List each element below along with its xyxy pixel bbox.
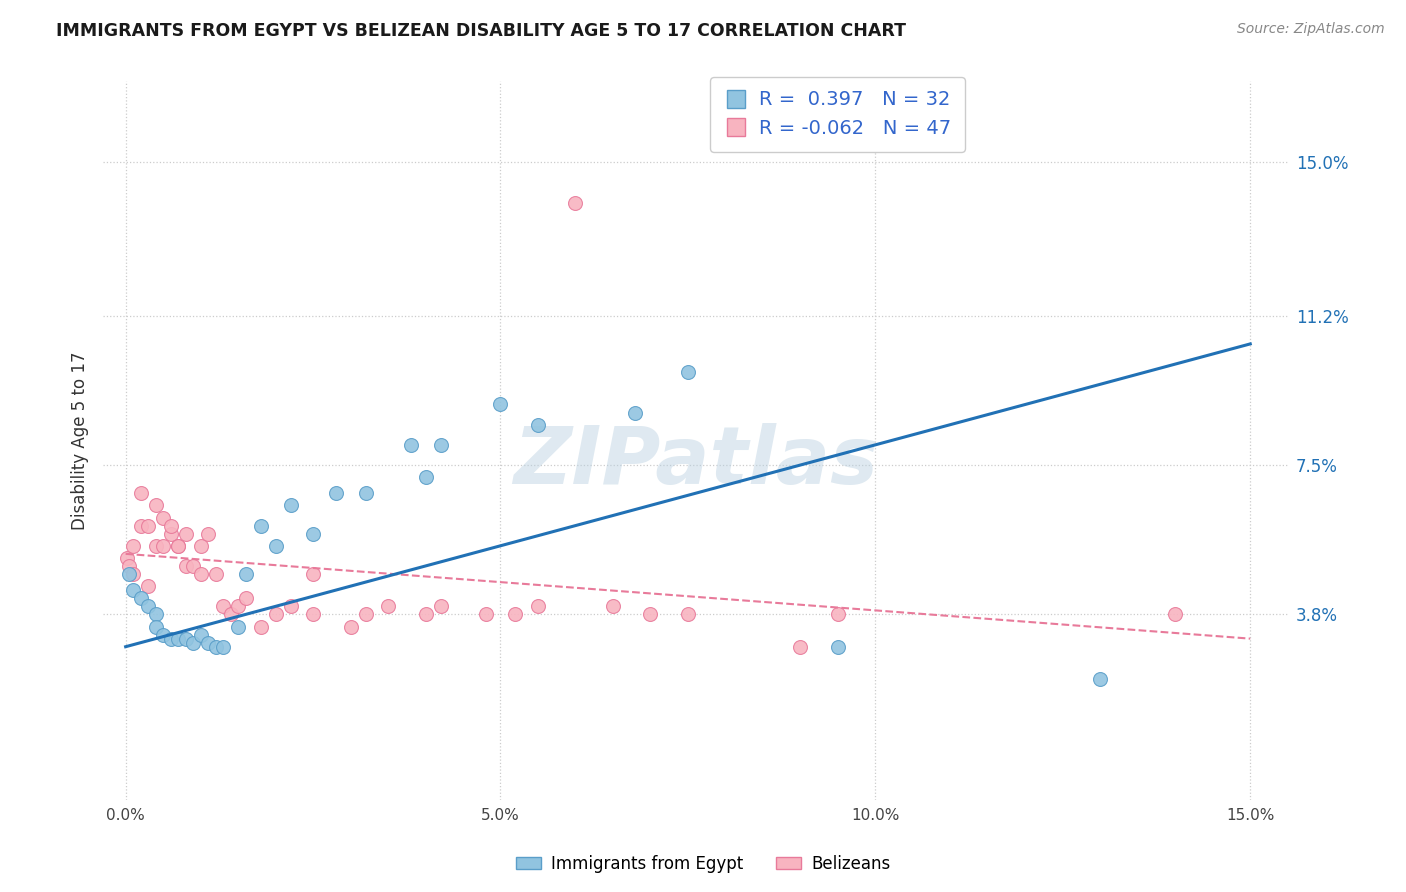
Point (122, 567, 145, 582)
Point (489, 397, 512, 411)
Point (122, 539, 145, 553)
Text: ZIPatlas: ZIPatlas (513, 424, 877, 501)
Point (122, 583, 145, 598)
Point (167, 539, 190, 553)
Point (159, 632, 181, 646)
Point (212, 640, 235, 654)
Point (159, 518, 181, 533)
Point (676, 607, 699, 622)
Point (264, 607, 287, 622)
Point (789, 640, 811, 654)
Point (235, 567, 257, 582)
Point (1164, 607, 1187, 622)
Point (197, 635, 219, 649)
Point (302, 526, 325, 541)
Point (302, 567, 325, 582)
Point (118, 567, 141, 582)
Point (181, 635, 204, 649)
Point (145, 539, 167, 553)
Point (354, 607, 377, 622)
Point (377, 599, 399, 614)
Point (190, 627, 212, 641)
Y-axis label: Disability Age 5 to 17: Disability Age 5 to 17 (72, 351, 89, 530)
Point (115, 550, 138, 565)
Point (181, 558, 204, 573)
Point (280, 499, 302, 513)
Point (527, 417, 550, 432)
Point (152, 539, 174, 553)
Point (827, 640, 849, 654)
Point (212, 599, 235, 614)
Legend: R =  0.397   N = 32, R = -0.062   N = 47: R = 0.397 N = 32, R = -0.062 N = 47 (710, 77, 965, 152)
Point (249, 518, 271, 533)
Point (415, 470, 437, 484)
Point (226, 619, 249, 633)
Point (174, 526, 197, 541)
Point (197, 526, 219, 541)
Point (676, 365, 699, 379)
Point (226, 599, 249, 614)
Point (152, 627, 174, 641)
Point (204, 640, 226, 654)
Point (167, 539, 190, 553)
Point (505, 607, 527, 622)
Text: IMMIGRANTS FROM EGYPT VS BELIZEAN DISABILITY AGE 5 TO 17 CORRELATION CHART: IMMIGRANTS FROM EGYPT VS BELIZEAN DISABI… (56, 22, 907, 40)
Point (429, 438, 451, 452)
Point (564, 195, 586, 210)
Point (174, 558, 197, 573)
Point (136, 518, 159, 533)
Point (129, 591, 152, 606)
Point (527, 599, 550, 614)
Point (145, 499, 167, 513)
Point (129, 518, 152, 533)
Point (136, 579, 159, 593)
Point (339, 619, 361, 633)
Point (474, 607, 496, 622)
Point (1090, 672, 1112, 686)
Point (235, 591, 257, 606)
Point (280, 599, 302, 614)
Legend: Immigrants from Egypt, Belizeans: Immigrants from Egypt, Belizeans (509, 848, 897, 880)
Point (136, 599, 159, 614)
Point (624, 405, 647, 419)
Point (145, 607, 167, 622)
Point (167, 632, 190, 646)
Point (302, 607, 325, 622)
Point (429, 599, 451, 614)
Point (174, 632, 197, 646)
Point (249, 619, 271, 633)
Point (219, 607, 242, 622)
Text: Source: ZipAtlas.com: Source: ZipAtlas.com (1237, 22, 1385, 37)
Point (264, 539, 287, 553)
Point (640, 607, 662, 622)
Point (152, 510, 174, 524)
Point (159, 526, 181, 541)
Point (190, 567, 212, 582)
Point (399, 438, 422, 452)
Point (415, 607, 437, 622)
Point (354, 486, 377, 500)
Point (602, 599, 624, 614)
Point (827, 607, 849, 622)
Point (118, 558, 141, 573)
Point (129, 486, 152, 500)
Point (190, 539, 212, 553)
Point (325, 486, 347, 500)
Point (145, 619, 167, 633)
Point (204, 567, 226, 582)
